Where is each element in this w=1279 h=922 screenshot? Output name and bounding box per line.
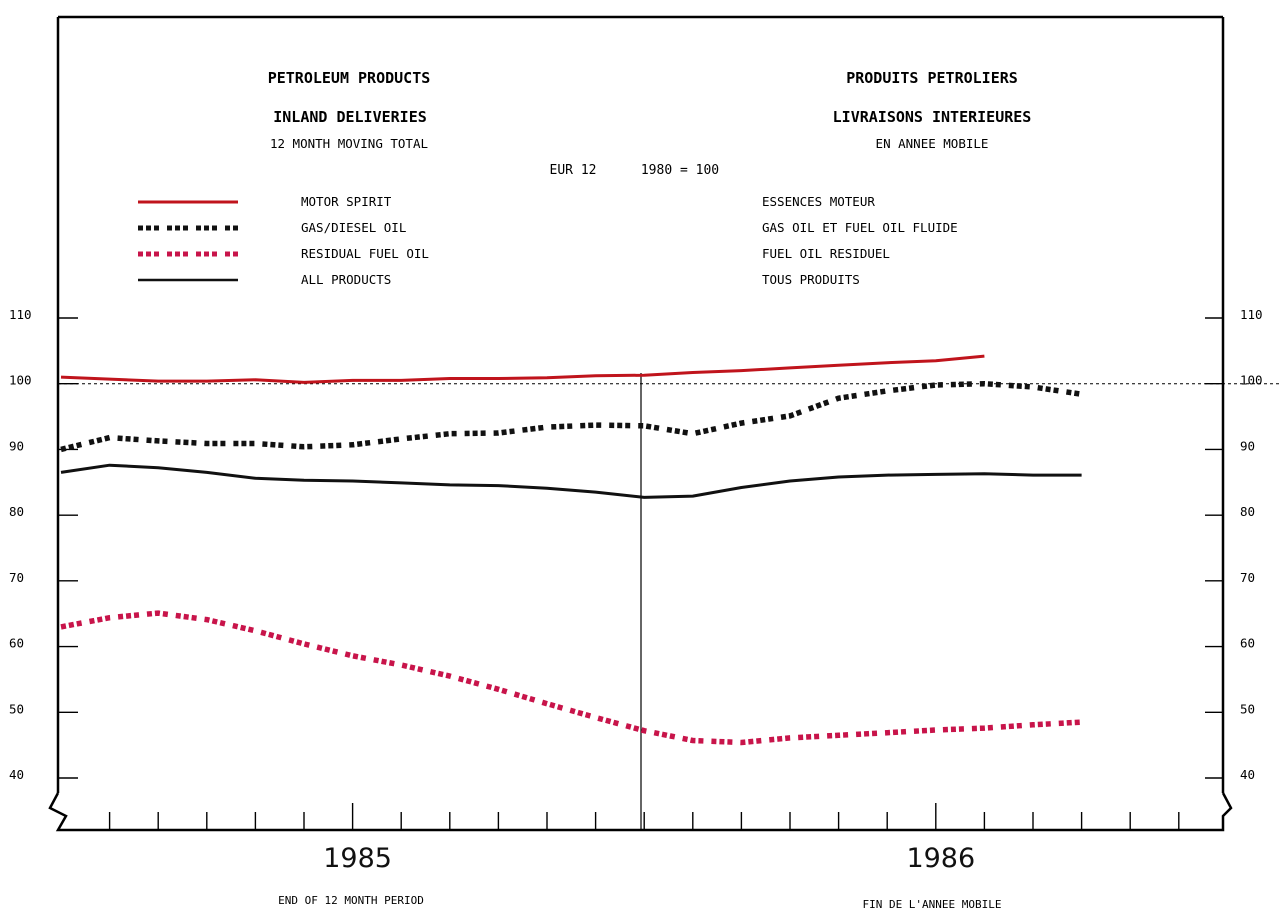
y-tick-label-right: 70 xyxy=(1240,570,1255,585)
legend-label-en: GAS/DIESEL OIL xyxy=(301,220,406,235)
series-all-products xyxy=(60,463,1082,499)
x-tick-label: 1986 xyxy=(906,843,975,874)
y-tick-label-left: 100 xyxy=(9,373,32,388)
axes: 40 40 50 50 60 60 70 70 80 80 90 90 100 100 110 110 1985… xyxy=(9,307,1279,874)
y-tick-label-right: 110 xyxy=(1240,307,1263,322)
x-tick-label: 1985 xyxy=(323,843,392,874)
y-tick-label-right: 80 xyxy=(1240,504,1255,519)
legend-label-en: ALL PRODUCTS xyxy=(301,272,391,287)
y-tick-label-right: 60 xyxy=(1240,636,1255,651)
y-tick-label-left: 60 xyxy=(9,636,24,651)
legend-label-fr: ESSENCES MOTEUR xyxy=(762,194,875,209)
y-tick-label-left: 70 xyxy=(9,570,24,585)
series-residual-fuel-oil xyxy=(60,610,1082,746)
subtitle-fr: EN ANNEE MOBILE xyxy=(876,136,989,151)
base-year: 1980 = 100 xyxy=(641,163,719,178)
y-tick-label-right: 40 xyxy=(1240,767,1255,782)
y-tick-label-left: 90 xyxy=(9,438,24,453)
legend-label-en: RESIDUAL FUEL OIL xyxy=(301,246,429,261)
y-tick-label-left: 50 xyxy=(9,701,24,716)
legend-label-fr: TOUS PRODUITS xyxy=(762,272,860,287)
y-tick-label-left: 40 xyxy=(9,767,24,782)
y-tick-label-left: 80 xyxy=(9,504,24,519)
series-gas-diesel-oil xyxy=(60,380,1083,453)
series-motor-spirit xyxy=(60,354,985,384)
x-axis-label-fr: FIN DE L'ANNEE MOBILE xyxy=(862,898,1001,911)
legend: MOTOR SPIRIT GAS/DIESEL OIL RESIDUAL FUE… xyxy=(138,194,958,287)
base-label: EUR 12 xyxy=(550,163,597,178)
x-axis-label-en: END OF 12 MONTH PERIOD xyxy=(278,894,424,907)
y-tick-label-left: 110 xyxy=(9,307,32,322)
legend-label-en: MOTOR SPIRIT xyxy=(301,194,392,209)
y-tick-label-right: 90 xyxy=(1240,438,1255,453)
title-en-2: INLAND DELIVERIES xyxy=(273,108,427,126)
legend-label-fr: GAS OIL ET FUEL OIL FLUIDE xyxy=(762,220,958,235)
subtitle-en: 12 MONTH MOVING TOTAL xyxy=(270,136,428,151)
title-fr-1: PRODUITS PETROLIERS xyxy=(846,69,1018,87)
legend-label-fr: FUEL OIL RESIDUEL xyxy=(762,246,890,261)
title-fr-2: LIVRAISONS INTERIEURES xyxy=(833,108,1032,126)
y-tick-label-right: 50 xyxy=(1240,701,1255,716)
title-en-1: PETROLEUM PRODUCTS xyxy=(268,69,431,87)
y-tick-label-right: 100 xyxy=(1240,373,1263,388)
plot-area xyxy=(60,354,1083,746)
